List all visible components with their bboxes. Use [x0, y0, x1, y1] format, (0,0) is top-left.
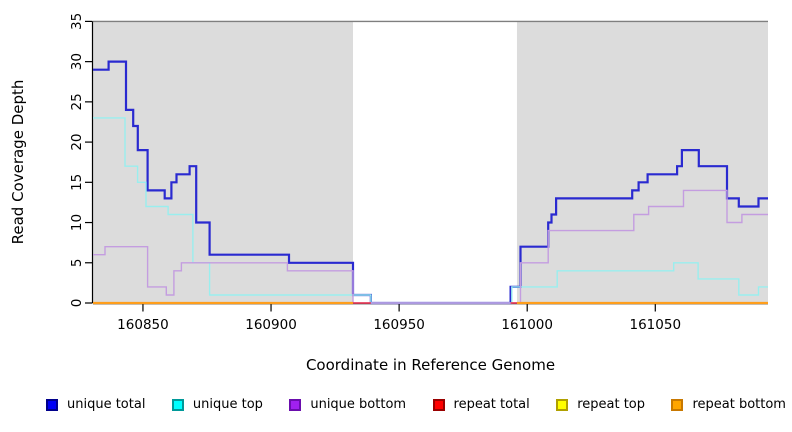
legend-item-unique-top: unique top	[171, 397, 263, 412]
legend-swatch-icon	[46, 398, 58, 411]
x-tick-label: 160950	[373, 317, 425, 333]
legend-item-unique-bottom: unique bottom	[289, 397, 406, 412]
x-tick-label: 161000	[501, 317, 553, 333]
legend-item-repeat-top: repeat top	[556, 397, 645, 412]
legend-swatch-icon	[671, 398, 684, 411]
legend-label: repeat total	[453, 397, 530, 412]
legend-label: unique top	[192, 397, 263, 412]
y-axis-title: Read Coverage Depth	[9, 79, 27, 245]
y-tick-label: 10	[69, 214, 85, 231]
legend-label: repeat top	[577, 397, 645, 412]
legend-item-repeat-total: repeat total	[432, 397, 530, 412]
legend-swatch-icon	[432, 398, 445, 411]
y-tick-label: 0	[69, 299, 85, 308]
shaded-region	[516, 21, 768, 305]
shaded-region	[93, 21, 354, 305]
y-tick-label: 15	[69, 174, 85, 191]
series-line-unique-top	[93, 117, 768, 304]
legend-item-repeat-bottom: repeat bottom	[671, 397, 786, 412]
legend-label: unique bottom	[310, 397, 407, 412]
legend-label: unique total	[67, 397, 146, 412]
y-tick-label: 30	[69, 53, 85, 70]
legend: unique total unique top unique bottom repea…	[46, 397, 786, 412]
legend-item-unique-total: unique total	[46, 397, 145, 412]
legend-label: repeat bottom	[692, 397, 786, 412]
y-tick-label: 20	[69, 133, 85, 150]
x-tick-label: 161050	[630, 317, 682, 333]
y-tick-label: 5	[69, 258, 85, 267]
y-tick-label: 35	[69, 13, 85, 30]
x-tick-label: 160850	[117, 317, 169, 333]
legend-swatch-icon	[289, 398, 302, 411]
legend-swatch-icon	[556, 398, 569, 411]
x-axis-title: Coordinate in Reference Genome	[305, 356, 556, 374]
x-tick-label: 160900	[245, 317, 297, 333]
legend-swatch-icon	[171, 398, 184, 411]
y-tick-label: 25	[69, 93, 85, 110]
